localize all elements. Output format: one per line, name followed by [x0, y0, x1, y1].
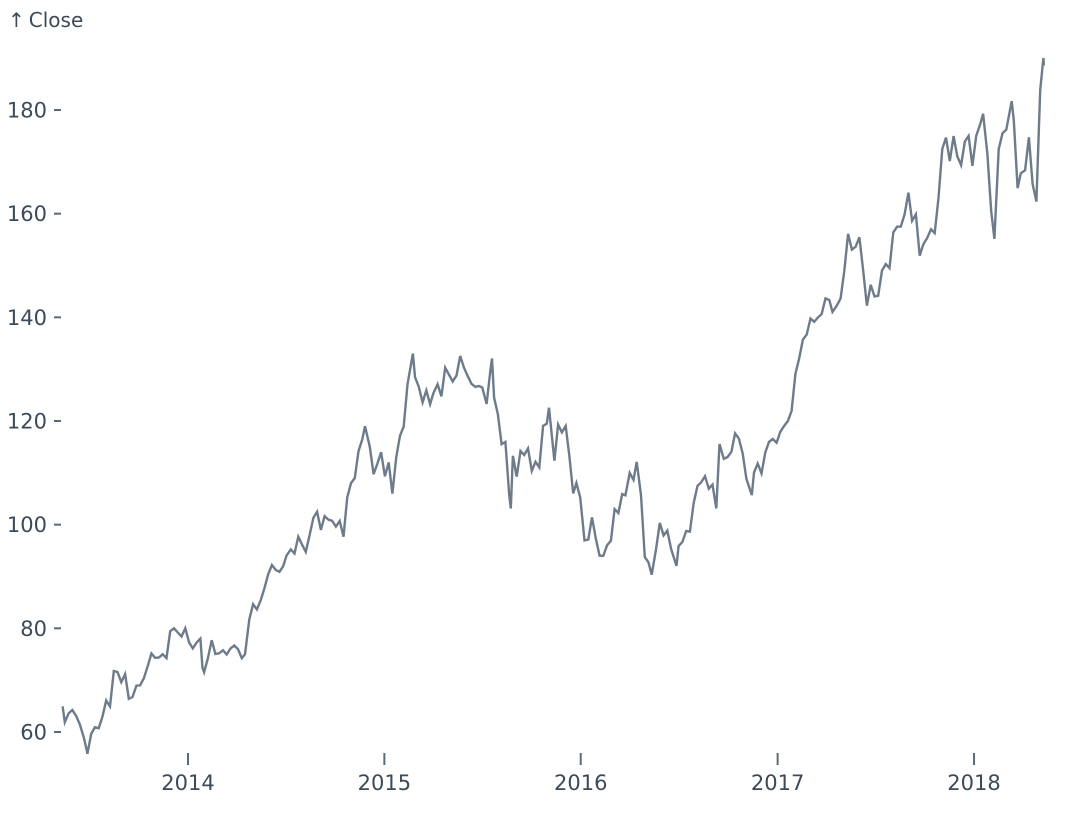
y-axis: 60 80 100 120 140 160 180	[7, 99, 61, 745]
y-tick-label: 140	[7, 306, 47, 330]
y-tick-label: 80	[20, 617, 47, 641]
y-tick-label: 180	[7, 99, 47, 123]
price-line	[61, 57, 1046, 755]
y-axis-title-label: Close	[28, 8, 84, 32]
x-tick-label: 2014	[161, 771, 214, 795]
y-tick-label: 100	[7, 513, 47, 537]
x-tick-label: 2016	[554, 771, 607, 795]
x-axis: 2014 2015 2016 2017 2018	[161, 753, 1001, 795]
y-tick-label: 60	[20, 721, 47, 745]
y-tick-label: 160	[7, 202, 47, 226]
up-arrow-icon: ↑	[8, 8, 25, 32]
y-axis-title: ↑ Close	[8, 8, 83, 32]
x-tick-label: 2015	[358, 771, 411, 795]
x-tick-label: 2017	[751, 771, 804, 795]
y-tick-label: 120	[7, 410, 47, 434]
x-tick-label: 2018	[947, 771, 1000, 795]
